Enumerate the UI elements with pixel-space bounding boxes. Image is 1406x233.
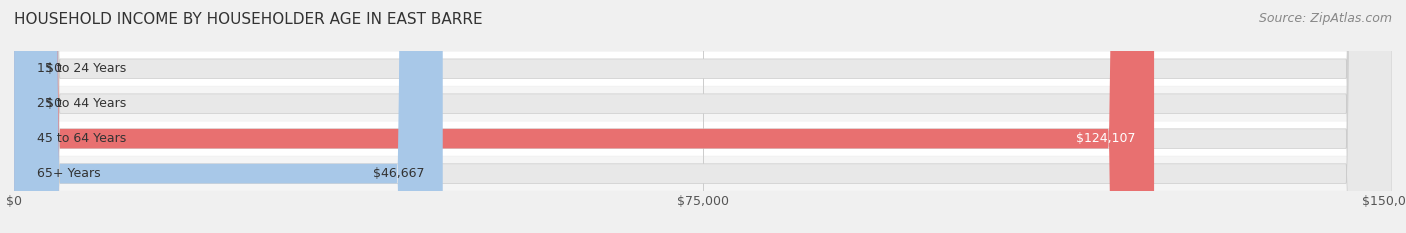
- Text: $0: $0: [46, 62, 62, 75]
- Text: 65+ Years: 65+ Years: [37, 167, 101, 180]
- Text: HOUSEHOLD INCOME BY HOUSEHOLDER AGE IN EAST BARRE: HOUSEHOLD INCOME BY HOUSEHOLDER AGE IN E…: [14, 12, 482, 27]
- FancyBboxPatch shape: [14, 0, 443, 233]
- Text: 45 to 64 Years: 45 to 64 Years: [37, 132, 127, 145]
- Text: $124,107: $124,107: [1076, 132, 1136, 145]
- Text: $0: $0: [46, 97, 62, 110]
- FancyBboxPatch shape: [14, 157, 1392, 191]
- Text: 15 to 24 Years: 15 to 24 Years: [37, 62, 127, 75]
- FancyBboxPatch shape: [14, 122, 1392, 156]
- FancyBboxPatch shape: [14, 0, 1392, 233]
- FancyBboxPatch shape: [14, 87, 1392, 121]
- Text: 25 to 44 Years: 25 to 44 Years: [37, 97, 127, 110]
- Text: $46,667: $46,667: [373, 167, 425, 180]
- FancyBboxPatch shape: [14, 0, 1392, 233]
- FancyBboxPatch shape: [14, 0, 1392, 233]
- FancyBboxPatch shape: [14, 0, 1392, 233]
- Text: Source: ZipAtlas.com: Source: ZipAtlas.com: [1258, 12, 1392, 25]
- FancyBboxPatch shape: [14, 52, 1392, 86]
- FancyBboxPatch shape: [14, 0, 1154, 233]
